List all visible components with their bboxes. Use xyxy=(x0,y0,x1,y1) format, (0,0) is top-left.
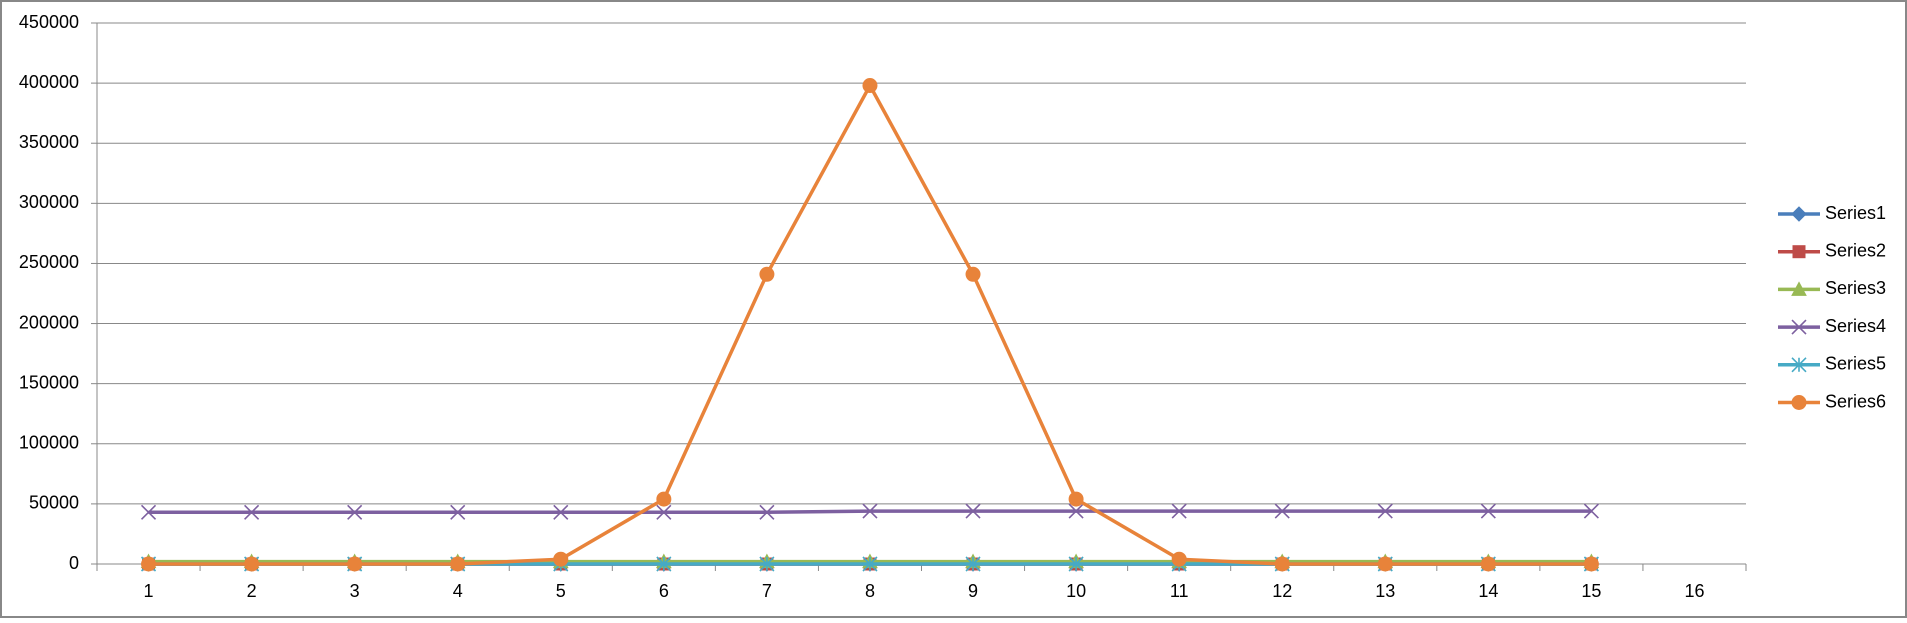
y-tick-label: 350000 xyxy=(19,132,79,152)
marker xyxy=(1377,556,1393,572)
marker xyxy=(1274,556,1290,572)
marker xyxy=(1583,503,1599,519)
x-tick-label: 13 xyxy=(1375,581,1395,601)
marker xyxy=(553,504,569,520)
marker xyxy=(1480,556,1496,572)
marker xyxy=(656,504,672,520)
marker xyxy=(1791,281,1807,296)
x-tick-label: 2 xyxy=(247,581,257,601)
marker xyxy=(656,556,672,572)
marker xyxy=(759,556,775,572)
legend-label: Series2 xyxy=(1825,240,1886,260)
marker xyxy=(1791,395,1807,410)
y-tick-label: 450000 xyxy=(19,12,79,32)
marker xyxy=(1274,503,1290,519)
marker xyxy=(1377,503,1393,519)
x-tick-label: 6 xyxy=(659,581,669,601)
marker xyxy=(965,266,981,282)
legend-label: Series3 xyxy=(1825,278,1886,298)
x-tick-label: 11 xyxy=(1170,581,1189,601)
marker xyxy=(347,556,363,572)
marker xyxy=(965,556,981,572)
marker xyxy=(140,504,157,520)
x-tick-label: 15 xyxy=(1581,581,1601,601)
x-tick-label: 4 xyxy=(453,581,463,601)
marker xyxy=(1583,556,1599,572)
y-tick-label: 50000 xyxy=(29,493,79,513)
marker xyxy=(244,556,260,572)
x-tick-label: 9 xyxy=(968,581,978,601)
marker xyxy=(759,504,775,520)
marker xyxy=(862,503,878,519)
marker xyxy=(450,556,466,572)
marker xyxy=(656,491,672,507)
y-tick-label: 250000 xyxy=(19,252,79,272)
y-tick-label: 300000 xyxy=(19,192,79,212)
legend-label: Series1 xyxy=(1825,203,1886,223)
x-tick-label: 14 xyxy=(1478,581,1498,601)
x-tick-label: 5 xyxy=(556,581,566,601)
y-tick-label: 200000 xyxy=(19,312,79,332)
marker xyxy=(450,504,466,520)
x-tick-label: 3 xyxy=(350,581,360,601)
x-tick-label: 7 xyxy=(762,581,772,601)
marker xyxy=(1792,245,1806,259)
x-tick-label: 16 xyxy=(1684,581,1704,601)
marker xyxy=(141,556,157,572)
legend-label: Series5 xyxy=(1825,354,1886,374)
marker xyxy=(1171,551,1187,567)
marker xyxy=(1068,503,1084,519)
marker xyxy=(347,504,363,520)
marker xyxy=(1791,357,1807,373)
x-tick-label: 8 xyxy=(865,581,875,601)
y-tick-label: 0 xyxy=(69,553,79,573)
marker xyxy=(244,504,260,520)
marker xyxy=(1480,503,1496,519)
marker xyxy=(862,556,878,572)
y-tick-label: 100000 xyxy=(19,433,79,453)
marker xyxy=(862,78,878,94)
marker xyxy=(1791,319,1807,335)
marker xyxy=(1171,503,1187,519)
y-tick-label: 150000 xyxy=(19,372,79,392)
x-tick-label: 10 xyxy=(1066,581,1086,601)
legend-label: Series4 xyxy=(1825,316,1886,336)
marker xyxy=(1068,556,1084,572)
marker xyxy=(965,503,981,519)
x-tick-label: 1 xyxy=(144,581,154,601)
marker xyxy=(1791,206,1807,222)
y-tick-label: 400000 xyxy=(19,72,79,92)
legend-label: Series6 xyxy=(1825,391,1886,411)
marker xyxy=(1068,491,1084,507)
marker xyxy=(759,266,775,282)
x-tick-label: 12 xyxy=(1272,581,1292,601)
marker xyxy=(553,551,569,567)
